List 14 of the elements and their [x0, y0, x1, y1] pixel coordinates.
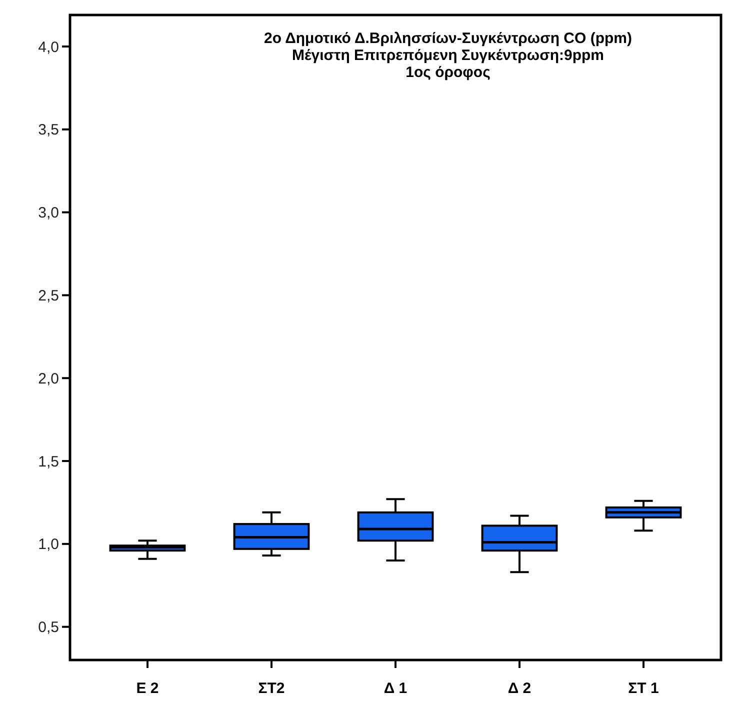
y-tick-label: 3,0 — [38, 204, 59, 222]
x-tick-label: ΣΤ2 — [258, 680, 285, 697]
y-tick-label: 2,0 — [38, 370, 59, 388]
x-tick-label: Ε 2 — [136, 680, 159, 697]
y-tick-label: 3,5 — [38, 122, 59, 139]
y-tick-label: 0,5 — [38, 619, 59, 636]
x-tick-label: Δ 2 — [508, 680, 532, 697]
y-tick-label: 1,0 — [38, 536, 59, 554]
y-tick-label: 1,5 — [38, 453, 59, 470]
y-tick-label: 2,5 — [38, 287, 59, 304]
y-tick-label: 4,0 — [38, 38, 59, 56]
x-tick-label: ΣΤ 1 — [628, 680, 659, 697]
text: 2ο Δημοτικό Δ.Βριλησσίων-Συγκέντρωση CO (ppm) Μέγιστη Επιτρεπόμενη Συγκέντρωση:9ppm 1ος όροφος — [264, 30, 632, 81]
x-tick-label: Δ 1 — [384, 680, 408, 697]
